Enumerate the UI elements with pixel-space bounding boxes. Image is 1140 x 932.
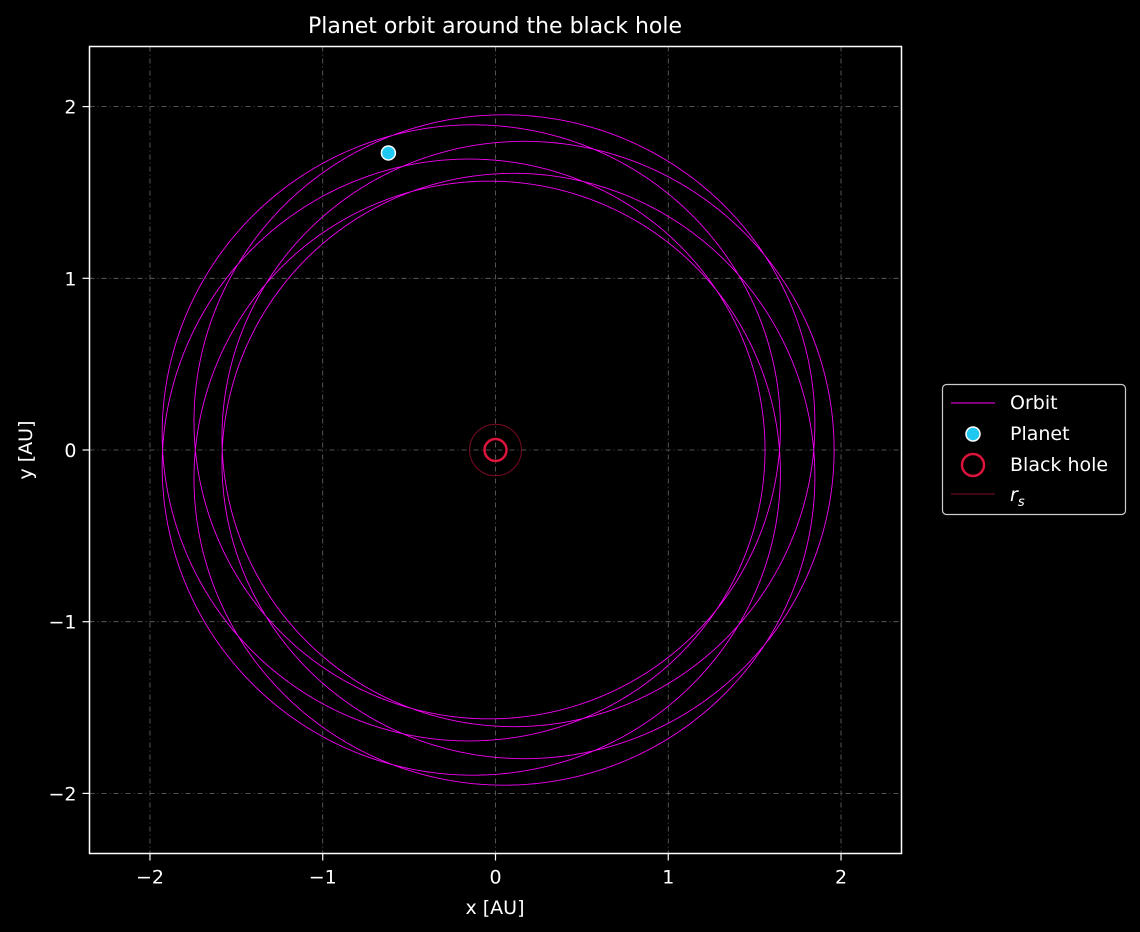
legend-rs-label: rs xyxy=(1010,484,1025,510)
legend: Orbit Planet Black hole rs xyxy=(941,383,1127,516)
x-tick-label: −1 xyxy=(309,867,337,889)
y-tick-label: 0 xyxy=(64,440,76,462)
y-tick-label: 2 xyxy=(64,97,76,119)
legend-black-hole-label: Black hole xyxy=(1010,454,1108,476)
legend-black-hole-swatch xyxy=(960,452,986,478)
legend-planet-label: Planet xyxy=(1010,423,1070,445)
y-tick-label: 1 xyxy=(64,268,76,290)
planet-marker xyxy=(380,145,397,161)
legend-box xyxy=(941,383,1127,516)
x-tick-label: −2 xyxy=(136,867,164,889)
legend-planet-swatch xyxy=(965,426,981,442)
legend-orbit-label: Orbit xyxy=(1010,392,1058,414)
y-tick-label: −1 xyxy=(48,612,76,634)
x-axis-label: x [AU] xyxy=(465,897,524,919)
y-axis-label: y [AU] xyxy=(15,420,37,479)
axis-ticks: −2 −1 0 1 2 −2 −1 0 1 2 xyxy=(48,97,847,889)
schwarzschild-radius-circle xyxy=(469,423,522,477)
chart-title: Planet orbit around the black hole xyxy=(308,14,682,39)
orbit-path xyxy=(161,114,835,786)
x-tick-label: 0 xyxy=(489,867,501,889)
markers xyxy=(380,145,522,477)
x-tick-label: 1 xyxy=(662,867,674,889)
x-tick-label: 2 xyxy=(835,867,847,889)
y-tick-label: −2 xyxy=(48,783,76,805)
orbit-series xyxy=(161,114,835,786)
black-hole-marker xyxy=(483,437,508,463)
